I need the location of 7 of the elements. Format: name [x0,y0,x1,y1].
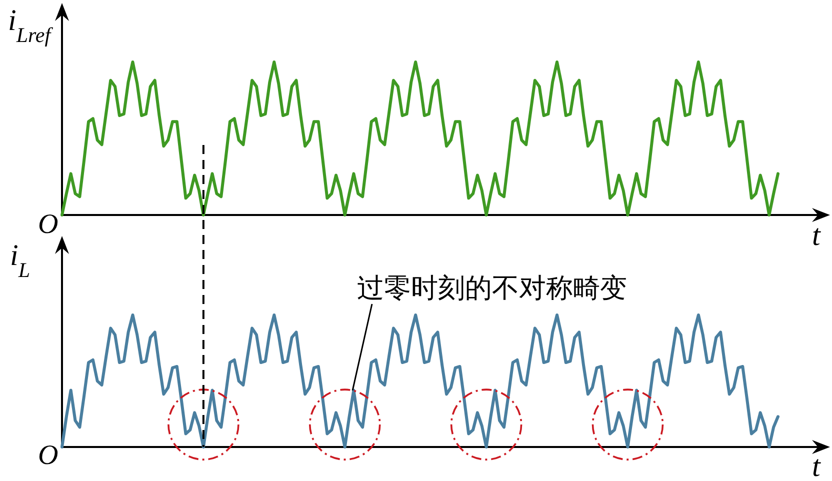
text: O [38,209,58,240]
x-axis-title: t [812,450,821,481]
y-axis-title: i$_{Lref}$ [8,4,54,47]
text: 过零时刻的不对称畸变 [357,273,627,303]
x-axis-title: t [812,219,821,252]
text: O [38,440,58,471]
y-axis-title: i$_{L}$ [10,239,30,282]
